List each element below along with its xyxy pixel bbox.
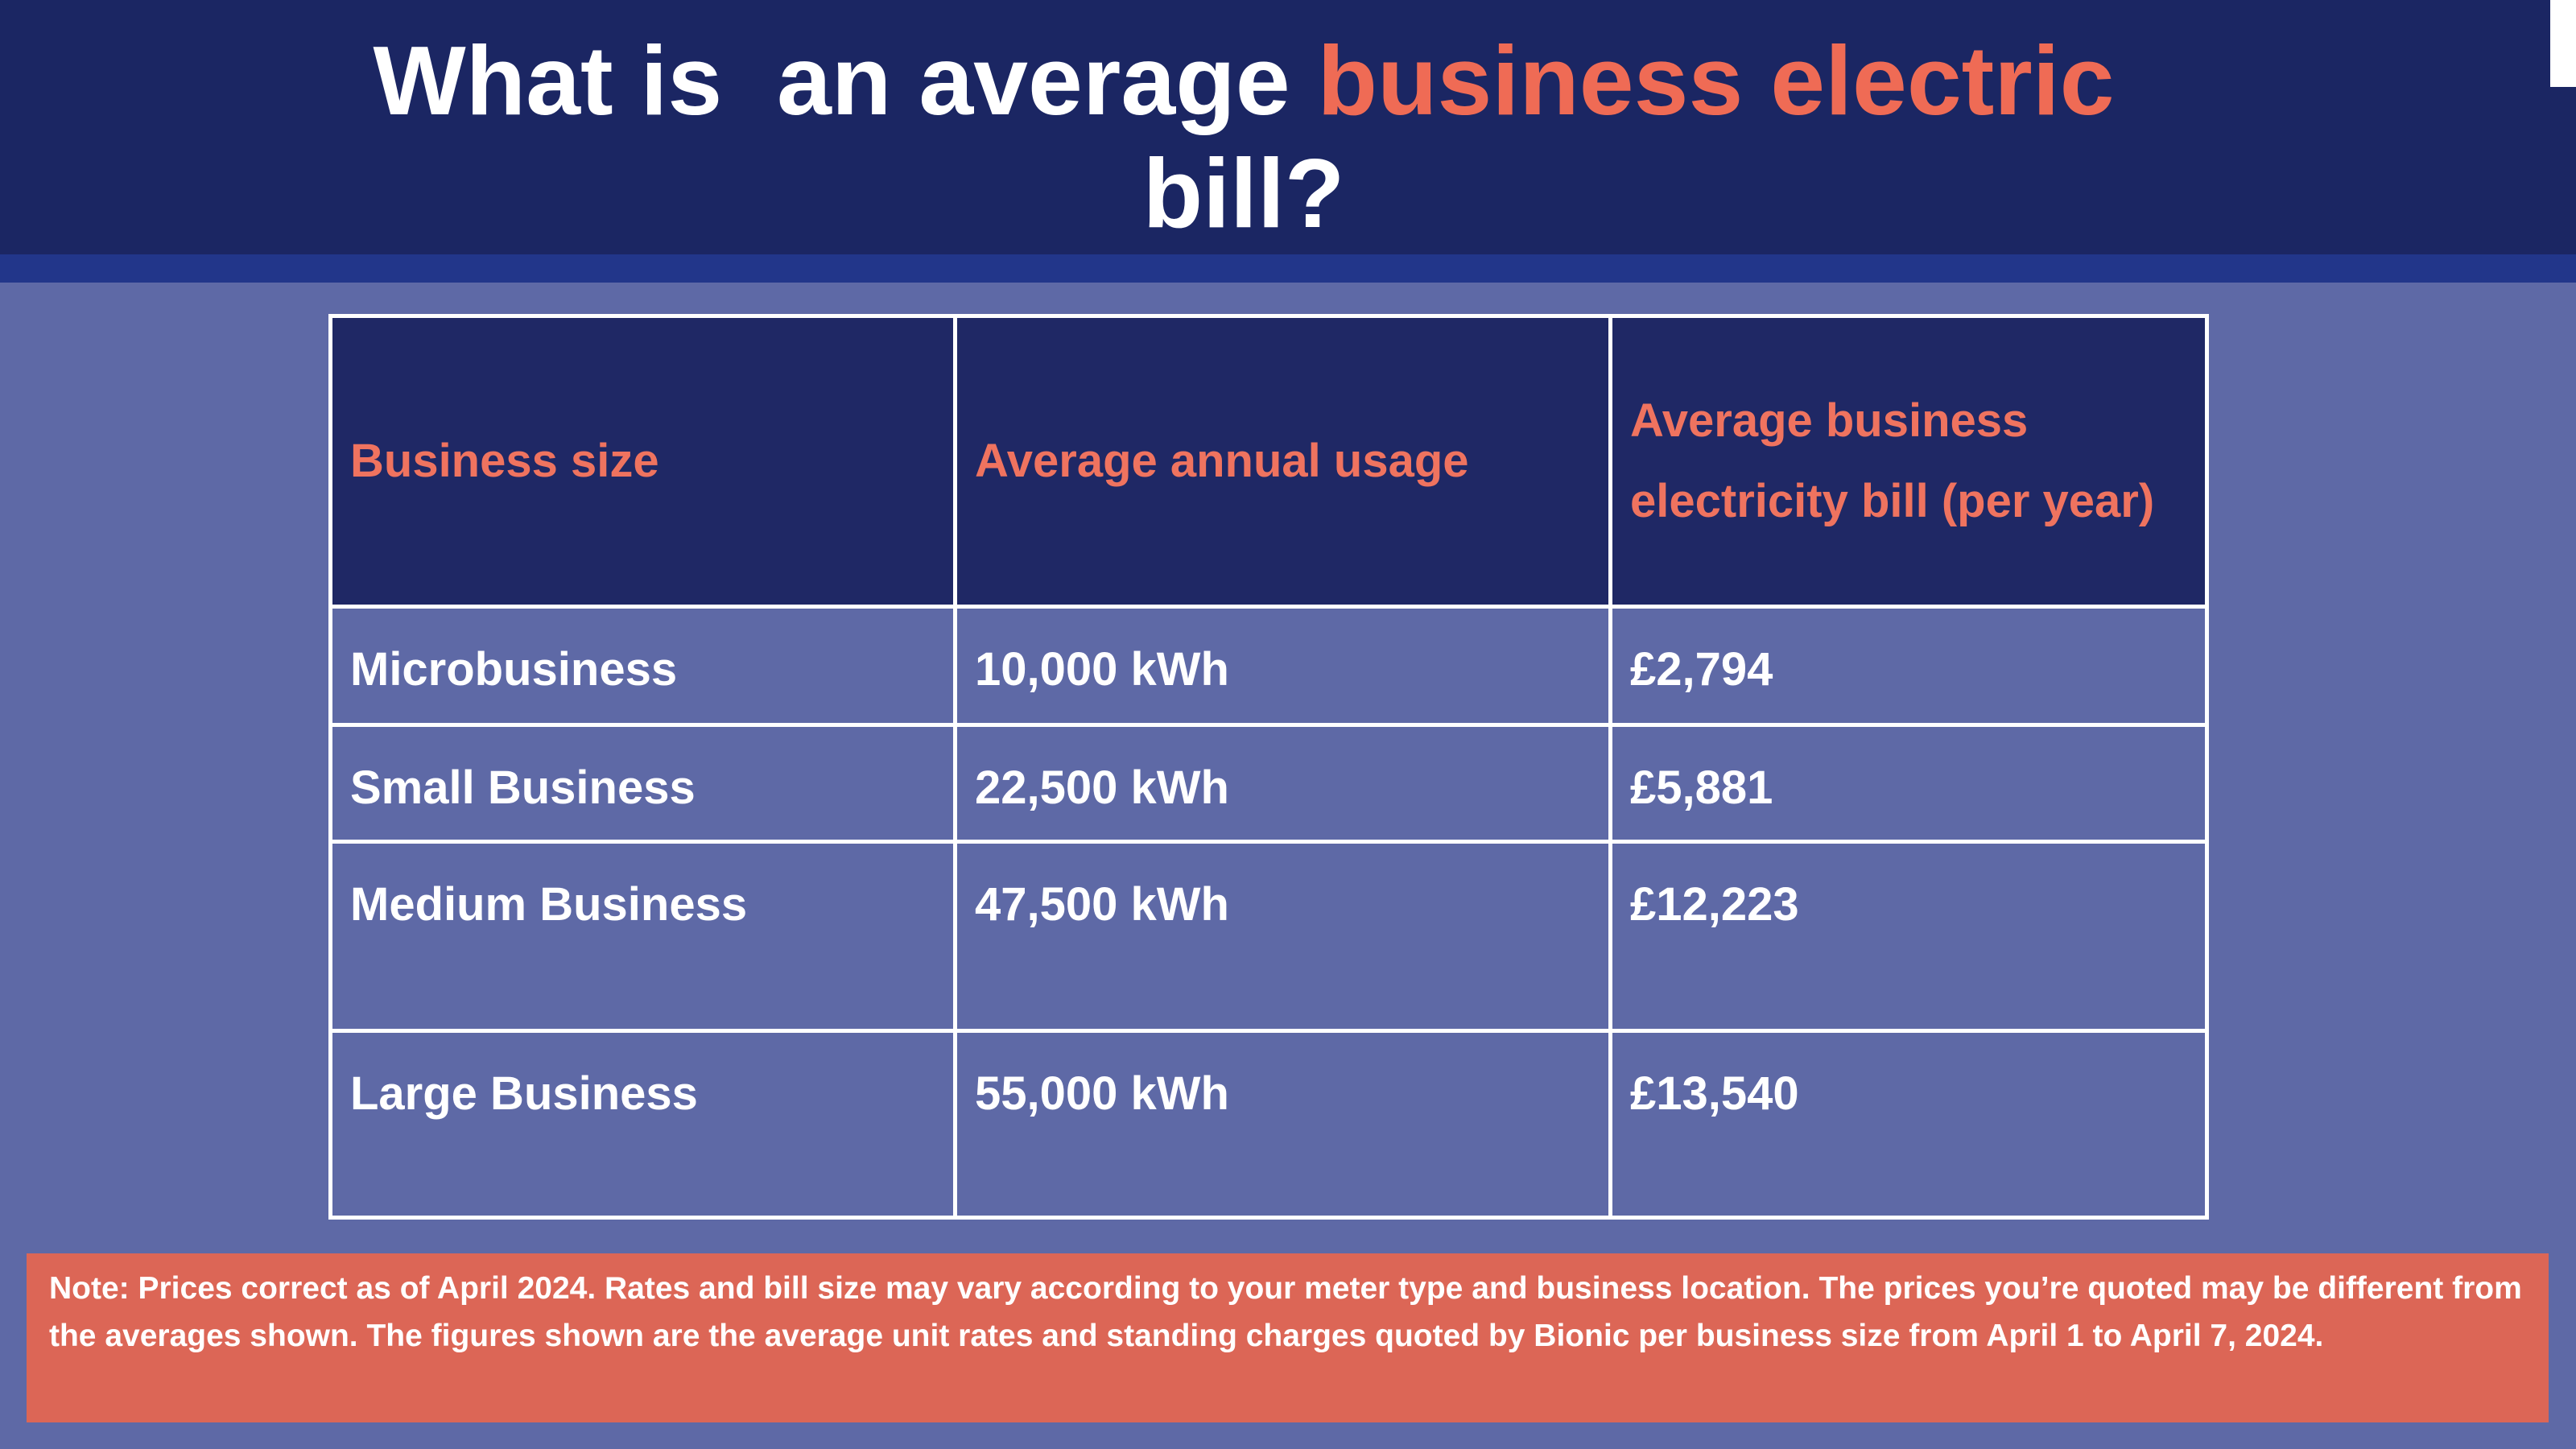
cell: Small Business [328,723,957,844]
corner-block [2550,0,2576,87]
cell: 10,000 kWh [953,605,1612,727]
cell: 22,500 kWh [953,723,1612,844]
cell: Large Business [328,1029,957,1220]
header-row: Business size Average annual usage Average… [328,314,2209,609]
title-highlight: business electric [1317,26,2115,135]
row: Microbusiness 10,000 kWh £2,794 [328,605,2209,727]
title: What is an average business electric bil… [0,24,2487,250]
note: Note: Prices correct as of April 2024. R… [27,1253,2549,1422]
cell: 47,500 kWh [953,840,1612,1033]
cell: Medium Business [328,840,957,1033]
header-band [0,0,2576,254]
header-stripe [0,254,2576,283]
row: Medium Business 47,500 kWh £12,223 [328,840,2209,1033]
cell: 55,000 kWh [953,1029,1612,1220]
cell: £13,540 [1608,1029,2209,1220]
bill-table: Business size Average annual usage Average… [328,314,2209,1220]
title-text: bill? [1142,138,1345,248]
header-cell: Average annual usage [953,314,1612,609]
header-cell: Business size [328,314,957,609]
row: Small Business 22,500 kWh £5,881 [328,723,2209,844]
cell: £12,223 [1608,840,2209,1033]
cell: £5,881 [1608,723,2209,844]
cell: Microbusiness [328,605,957,727]
title-text: What is an average [373,26,1318,135]
header-cell: Average business electricity bill (per y… [1608,314,2209,609]
cell: £2,794 [1608,605,2209,727]
row: Large Business 55,000 kWh £13,540 [328,1029,2209,1220]
